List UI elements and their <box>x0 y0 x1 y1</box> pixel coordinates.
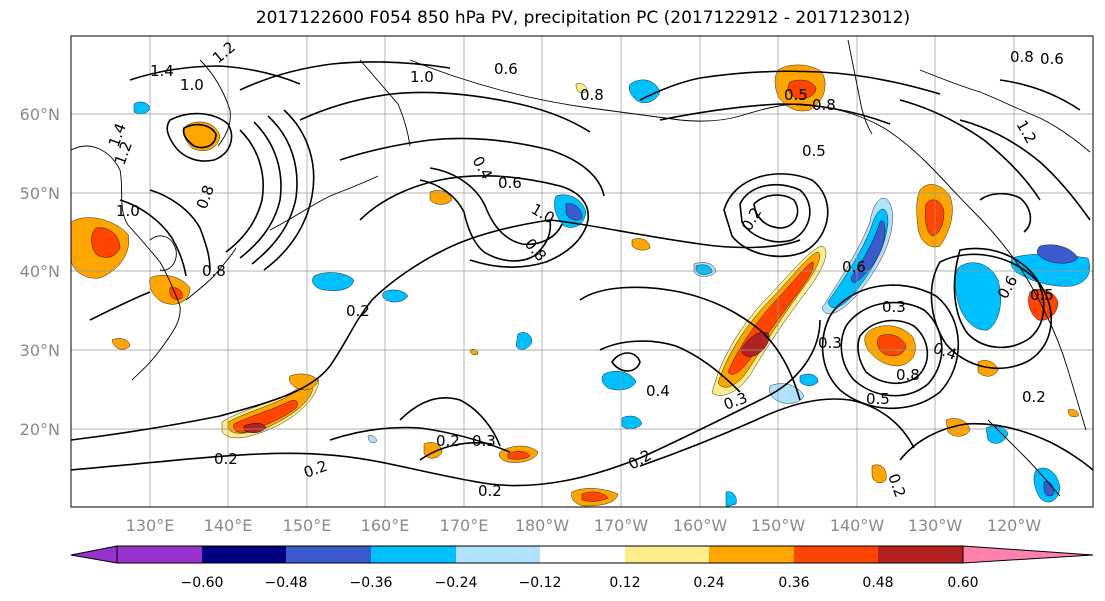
pv-contours <box>71 61 1093 487</box>
lat-label: 30°N <box>20 341 60 360</box>
lat-label: 20°N <box>20 420 60 439</box>
contour-label: 0.6 <box>1040 50 1064 68</box>
longitude-axis: 130°E 140°E 150°E 160°E 170°E 180°W 170°… <box>126 516 1042 535</box>
contour-label: 0.8 <box>202 262 226 280</box>
colorbar-segment <box>709 546 794 563</box>
lon-label: 150°E <box>283 516 332 535</box>
contour-label: 0.6 <box>494 60 518 78</box>
contour-label: 0.6 <box>498 174 522 192</box>
contour-label: 1.4 <box>150 62 174 80</box>
contour-label: 0.8 <box>896 366 920 384</box>
precip-shading <box>71 64 1090 507</box>
coastlines <box>71 39 1091 497</box>
contour-label: 0.5 <box>866 390 890 408</box>
contour-label: 1.0 <box>116 202 140 220</box>
contour-label: 1.0 <box>180 76 204 94</box>
lon-label: 170°W <box>594 516 649 535</box>
contour-label: 0.5 <box>1030 286 1054 304</box>
contour-label: 0.2 <box>214 450 238 468</box>
lon-label: 150°W <box>751 516 806 535</box>
colorbar-segment <box>540 546 625 563</box>
lon-label: 180°W <box>515 516 570 535</box>
colorbar-tick: −0.24 <box>435 575 478 591</box>
colorbar-segment <box>794 546 878 563</box>
contour-label-group: 1.4 1.0 1.2 0.6 0.8 1.0 0.8 1.2 1.4 1.0 … <box>105 38 1064 500</box>
colorbar-segment <box>456 546 540 563</box>
colorbar-tick: −0.48 <box>265 575 308 591</box>
contour-label: 0.6 <box>842 258 866 276</box>
colorbar-extend-high <box>962 545 1094 564</box>
contour-label: 0.3 <box>818 334 842 352</box>
lon-label: 120°W <box>987 516 1042 535</box>
contour-label: 0.2 <box>346 302 370 320</box>
colorbar-tick: 0.24 <box>693 575 724 591</box>
colorbar-tick: −0.36 <box>350 575 393 591</box>
lon-label: 160°E <box>361 516 410 535</box>
contour-label: 0.3 <box>882 298 906 316</box>
colorbar-tick: 0.36 <box>778 575 809 591</box>
colorbar-tick: −0.12 <box>519 575 562 591</box>
lat-label: 60°N <box>20 105 60 124</box>
colorbar-segment <box>286 546 371 563</box>
contour-label: 0.8 <box>812 96 836 114</box>
colorbar-segment <box>202 546 286 563</box>
colorbar-tick: 0.48 <box>862 575 893 591</box>
contour-label: 0.3 <box>472 432 496 450</box>
contour-label: 0.8 <box>580 86 604 104</box>
lon-label: 140°W <box>830 516 885 535</box>
lon-label: 160°W <box>673 516 728 535</box>
plot-title: 2017122600 F054 850 hPa PV, precipitatio… <box>255 8 911 28</box>
colorbar-tick: 0.12 <box>609 575 640 591</box>
contour-label: 0.8 <box>1010 48 1034 66</box>
map-frame <box>70 35 1094 508</box>
colorbar-frame <box>116 545 964 564</box>
contour-label: 0.5 <box>802 142 826 160</box>
colorbar: −0.60 −0.48 −0.36 −0.24 −0.12 0.12 0.24 … <box>70 545 1094 591</box>
contour-label: 0.2 <box>478 482 502 500</box>
contour-label: 0.5 <box>784 86 808 104</box>
contour-label: 0.2 <box>436 432 460 450</box>
lat-label: 40°N <box>20 262 60 281</box>
colorbar-segment <box>878 546 963 563</box>
colorbar-segment <box>371 546 456 563</box>
map-panel: 1.4 1.0 1.2 0.6 0.8 1.0 0.8 1.2 1.4 1.0 … <box>70 35 1094 508</box>
contour-label: 0.4 <box>646 382 670 400</box>
colorbar-extend-low <box>70 545 118 564</box>
colorbar-tick: −0.60 <box>181 575 224 591</box>
lat-label: 50°N <box>20 184 60 203</box>
contour-label: 1.0 <box>410 68 434 86</box>
latitude-axis: 60°N 50°N 40°N 30°N 20°N <box>20 105 60 439</box>
lon-label: 130°E <box>126 516 175 535</box>
colorbar-tick: 0.60 <box>947 575 978 591</box>
lon-label: 170°E <box>440 516 489 535</box>
colorbar-segment <box>117 546 202 563</box>
lon-label: 140°E <box>204 516 253 535</box>
contour-label: 0.2 <box>1022 388 1046 406</box>
lon-label: 130°W <box>908 516 963 535</box>
colorbar-segment <box>625 546 709 563</box>
